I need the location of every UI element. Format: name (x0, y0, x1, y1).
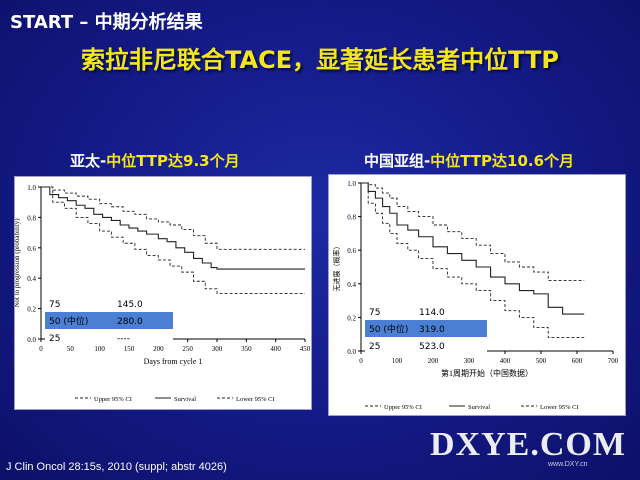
right-chart-title-suffix: 中位TTP达10.6个月 (430, 152, 575, 170)
right-x-tick-label: 400 (500, 357, 511, 365)
left-table-highlight-row (45, 312, 173, 329)
right-table-highlight-row (365, 320, 487, 337)
left-table-value: ---- (117, 334, 130, 344)
left-x-tick-label: 0 (39, 345, 43, 353)
right-table-percentile: 75 (369, 308, 380, 318)
right-x-tick-label: 500 (536, 357, 547, 365)
right-x-tick-label: 200 (428, 357, 439, 365)
right-x-axis-label: 第1周期开始（中国数据） (441, 368, 533, 378)
right-table-row (365, 303, 487, 320)
left-x-tick-label: 450 (300, 345, 311, 353)
left-table-percentile: 25 (49, 334, 60, 344)
left-x-tick-label: 150 (124, 345, 135, 353)
left-series-survival (41, 186, 305, 270)
right-y-tick-label: 0.0 (347, 348, 356, 356)
left-x-tick-label: 300 (212, 345, 223, 353)
right-x-tick-label: 700 (608, 357, 619, 365)
right-table-value: 319.0 (419, 325, 445, 335)
left-series-upper-95-ci (41, 186, 305, 250)
left-x-tick-label: 350 (241, 345, 252, 353)
slide-header: START – 中期分析结果 (10, 12, 203, 33)
right-y-axis-label: 无进展（概率） (332, 243, 341, 292)
right-series-upper-95-ci (361, 182, 585, 281)
right-table-value: 523.0 (419, 342, 445, 352)
right-y-tick-label: 0.4 (347, 281, 356, 289)
right-chart-title-prefix: 中国亚组- (364, 152, 431, 170)
left-y-tick-label: 0.2 (27, 306, 36, 314)
left-y-tick-label: 1.0 (27, 184, 36, 192)
right-chart-panel: 0.0 0.2 0.4 0.6 0.8 1.0 0 100 200 300 400 500 600 700… (328, 174, 626, 416)
right-table-row (365, 337, 487, 354)
right-series-survival (361, 182, 585, 315)
citation: J Clin Oncol 28:15s, 2010 (suppl; abstr … (6, 461, 227, 473)
right-x-tick-label: 300 (464, 357, 475, 365)
left-table-row (45, 295, 173, 312)
left-y-tick-label: 0.8 (27, 214, 36, 222)
left-table-value: 280.0 (117, 317, 143, 327)
left-legend-label: Upper 95% CI (94, 396, 132, 403)
left-km-chart: 0.0 0.2 0.4 0.6 0.8 1.0 0 50 100 150 200 250 300 350 4… (15, 184, 311, 403)
left-x-tick-label: 100 (94, 345, 105, 353)
right-table-value: 114.0 (419, 308, 445, 318)
right-km-chart: 0.0 0.2 0.4 0.6 0.8 1.0 0 100 200 300 400 500 600 700… (332, 180, 619, 411)
watermark-logo: DXYE.COM (430, 426, 626, 463)
right-legend-label: Lower 95% CI (540, 404, 579, 411)
left-y-tick-label: 0.4 (27, 275, 36, 283)
left-table-value: 145.0 (117, 300, 143, 310)
left-chart-panel: 0.0 0.2 0.4 0.6 0.8 1.0 0 50 100 150 200 250 300 350 4… (14, 176, 312, 410)
left-table-percentile: 75 (49, 300, 60, 310)
left-x-tick-label: 400 (270, 345, 281, 353)
left-series-lower-95-ci (41, 186, 305, 294)
left-chart-title-prefix: 亚太- (70, 152, 107, 170)
left-x-tick-label: 50 (67, 345, 75, 353)
right-y-tick-label: 0.2 (347, 314, 356, 322)
right-legend-label: Survival (468, 404, 490, 411)
right-series-lower-95-ci (361, 182, 585, 339)
left-y-axis-label: Not to progression (probability) (15, 218, 21, 308)
right-x-tick-label: 600 (572, 357, 583, 365)
right-table-percentile: 25 (369, 342, 380, 352)
left-y-tick-label: 0.6 (27, 245, 36, 253)
left-x-tick-label: 200 (153, 345, 164, 353)
left-x-tick-label: 250 (182, 345, 193, 353)
right-y-tick-label: 1.0 (347, 180, 356, 188)
right-x-tick-label: 100 (392, 357, 403, 365)
watermark-url: www.DXY.cn (548, 461, 588, 468)
left-legend-label: Lower 95% CI (236, 396, 275, 403)
right-y-tick-label: 0.6 (347, 247, 356, 255)
right-y-tick-label: 0.8 (347, 214, 356, 222)
left-chart-title: 亚太-中位TTP达9.3个月 (70, 150, 240, 171)
right-legend-label: Upper 95% CI (384, 404, 422, 411)
right-x-tick-label: 0 (359, 357, 363, 365)
right-chart-title: 中国亚组-中位TTP达10.6个月 (364, 150, 574, 171)
right-table-percentile: 50 (中位) (369, 323, 408, 335)
left-table-row (45, 329, 173, 346)
left-x-axis-label: Days from cycle 1 (144, 357, 203, 366)
slide-title: 索拉非尼联合TACE，显著延长患者中位TTP (81, 46, 559, 74)
left-y-tick-label: 0.0 (27, 336, 36, 344)
left-table-percentile: 50 (中位) (49, 315, 88, 327)
left-legend-label: Survival (174, 396, 196, 403)
left-chart-title-suffix: 中位TTP达9.3个月 (106, 152, 240, 170)
